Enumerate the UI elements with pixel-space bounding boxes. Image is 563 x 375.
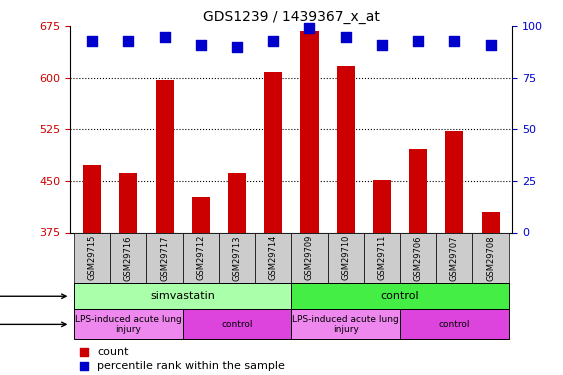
Point	[486, 42, 495, 48]
Bar	[74, 309, 182, 339]
Point	[233, 44, 242, 50]
Bar	[228, 173, 246, 232]
Bar	[146, 232, 182, 283]
Bar	[445, 132, 463, 232]
Bar	[481, 212, 499, 232]
Text: GSM29714: GSM29714	[269, 235, 278, 280]
Bar	[400, 232, 436, 283]
Bar	[337, 66, 355, 232]
Bar	[74, 232, 110, 283]
Point	[269, 38, 278, 44]
Bar	[373, 180, 391, 232]
Bar	[74, 283, 292, 309]
Point	[305, 26, 314, 32]
Bar	[182, 309, 292, 339]
Bar	[364, 232, 400, 283]
Point	[124, 38, 133, 44]
Bar	[292, 283, 509, 309]
Bar	[83, 165, 101, 232]
Point	[414, 38, 423, 44]
Bar	[255, 232, 292, 283]
Text: control: control	[221, 320, 253, 329]
Text: count: count	[97, 346, 128, 357]
Title: GDS1239 / 1439367_x_at: GDS1239 / 1439367_x_at	[203, 10, 380, 24]
Point	[408, 175, 417, 181]
Bar	[110, 232, 146, 283]
Text: control: control	[381, 291, 419, 301]
Text: control: control	[439, 320, 470, 329]
Bar	[301, 31, 319, 232]
Text: GSM29712: GSM29712	[196, 235, 205, 280]
Point	[160, 34, 169, 40]
Point	[196, 42, 205, 48]
Bar	[219, 232, 255, 283]
Bar	[292, 309, 400, 339]
Bar	[400, 309, 509, 339]
Text: percentile rank within the sample: percentile rank within the sample	[97, 361, 285, 370]
Text: GSM29708: GSM29708	[486, 235, 495, 280]
Point	[88, 38, 97, 44]
Point	[341, 34, 350, 40]
Text: GSM29709: GSM29709	[305, 235, 314, 280]
Text: GSM29716: GSM29716	[124, 235, 133, 280]
Bar	[119, 172, 137, 232]
Bar	[436, 232, 472, 283]
Text: GSM29707: GSM29707	[450, 235, 459, 280]
Bar	[328, 232, 364, 283]
Bar	[264, 72, 282, 232]
Text: GSM29717: GSM29717	[160, 235, 169, 280]
Bar	[409, 148, 427, 232]
Text: GSM29715: GSM29715	[88, 235, 97, 280]
Bar	[155, 80, 173, 232]
Bar	[192, 197, 210, 232]
Point	[377, 42, 386, 48]
Text: disease state: disease state	[0, 320, 66, 329]
Text: GSM29711: GSM29711	[377, 235, 386, 280]
Text: LPS-induced acute lung
injury: LPS-induced acute lung injury	[292, 315, 399, 334]
Point	[450, 38, 459, 44]
Point	[408, 303, 417, 309]
Bar	[292, 232, 328, 283]
Text: LPS-induced acute lung
injury: LPS-induced acute lung injury	[75, 315, 182, 334]
Text: GSM29713: GSM29713	[233, 235, 242, 280]
Text: agent: agent	[0, 291, 66, 301]
Bar	[472, 232, 509, 283]
Text: GSM29710: GSM29710	[341, 235, 350, 280]
Bar	[182, 232, 219, 283]
Text: simvastatin: simvastatin	[150, 291, 215, 301]
Text: GSM29706: GSM29706	[414, 235, 423, 280]
